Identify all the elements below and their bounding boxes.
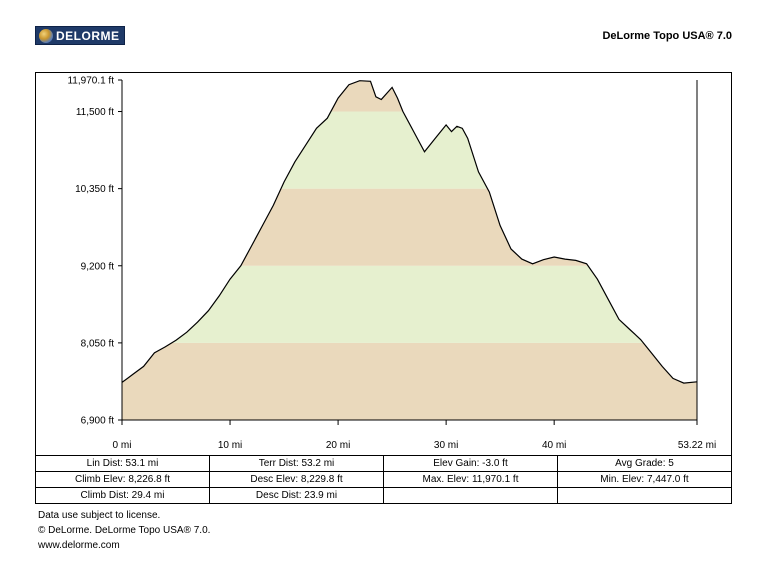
x-tick-label: 40 mi (542, 440, 566, 451)
empty-cell (557, 487, 732, 504)
profile-stats-table: Lin Dist: 53.1 mi Terr Dist: 53.2 mi Ele… (35, 455, 732, 504)
empty-cell (383, 487, 558, 504)
y-tick-label: 10,350 ft (75, 184, 114, 195)
stats-row: Lin Dist: 53.1 mi Terr Dist: 53.2 mi Ele… (35, 455, 732, 472)
delorme-logo: DELORME (35, 26, 125, 45)
y-tick-label: 11,500 ft (76, 107, 114, 118)
stats-row: Climb Elev: 8,226.8 ft Desc Elev: 8,229.… (35, 471, 732, 488)
x-tick-label: 0 mi (113, 440, 132, 451)
min-elev-cell: Min. Elev: 7,447.0 ft (557, 471, 732, 488)
stats-row: Climb Dist: 29.4 mi Desc Dist: 23.9 mi (35, 487, 732, 504)
x-tick-label: 10 mi (218, 440, 242, 451)
website-link[interactable]: www.delorme.com (38, 540, 120, 551)
elevation-band (122, 80, 697, 112)
desc-dist-cell: Desc Dist: 23.9 mi (209, 487, 384, 504)
elevation-band (122, 342, 697, 420)
globe-icon (39, 29, 53, 43)
y-tick-label: 11,970.1 ft (67, 76, 114, 87)
lin-dist-cell: Lin Dist: 53.1 mi (35, 455, 210, 472)
y-tick-label: 8,050 ft (81, 338, 115, 349)
product-title: DeLorme Topo USA® 7.0 (602, 30, 732, 42)
elev-gain-cell: Elev Gain: -3.0 ft (383, 455, 558, 472)
elevation-profile-line (121, 80, 698, 384)
y-tick-label: 9,200 ft (81, 261, 115, 272)
climb-elev-cell: Climb Elev: 8,226.8 ft (35, 471, 210, 488)
max-elev-cell: Max. Elev: 11,970.1 ft (383, 471, 558, 488)
desc-elev-cell: Desc Elev: 8,229.8 ft (209, 471, 384, 488)
climb-dist-cell: Climb Dist: 29.4 mi (35, 487, 210, 504)
elevation-bands (122, 80, 697, 420)
x-tick-label: 20 mi (326, 440, 350, 451)
terr-dist-cell: Terr Dist: 53.2 mi (209, 455, 384, 472)
logo-text: DELORME (56, 29, 120, 43)
avg-grade-cell: Avg Grade: 5 (557, 455, 732, 472)
license-note: Data use subject to license. (38, 510, 161, 521)
copyright-note: © DeLorme. DeLorme Topo USA® 7.0. (38, 525, 211, 536)
x-tick-label: 30 mi (434, 440, 458, 451)
elevation-band (122, 188, 697, 266)
x-tick-label: 53.22 mi (678, 440, 716, 451)
y-tick-label: 6,900 ft (81, 416, 115, 427)
